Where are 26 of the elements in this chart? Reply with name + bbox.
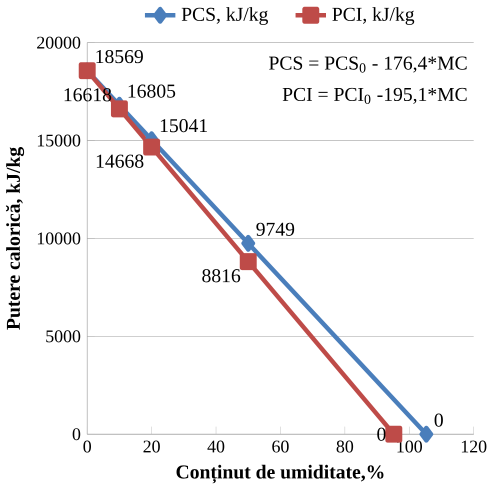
data-label: 0 bbox=[434, 413, 443, 427]
x-tick-label: 60 bbox=[272, 440, 289, 452]
data-label: 18569 bbox=[96, 50, 143, 64]
x-tick-label: 80 bbox=[336, 440, 354, 452]
y-tick-label: 10000 bbox=[38, 232, 80, 244]
x-tick-label: 20 bbox=[143, 440, 160, 452]
x-tick-label: 120 bbox=[462, 440, 486, 452]
y-tick-label: 20000 bbox=[37, 36, 80, 48]
y-axis-title: Putere calorică, kJ/kg bbox=[6, 146, 24, 330]
x-tick-label: 100 bbox=[397, 440, 422, 452]
legend-label: PCI, kJ/kg bbox=[332, 6, 414, 25]
legend-label: PCS, kJ/kg bbox=[182, 6, 268, 25]
x-tick-label: 0 bbox=[83, 440, 91, 452]
x-axis-title: Conținut de umiditate,% bbox=[176, 464, 384, 484]
annotation: PCS = PCS$_{0}$ - 176,4*MC bbox=[269, 56, 467, 72]
data-label: 9749 bbox=[256, 222, 294, 236]
x-tick-label: 40 bbox=[207, 440, 224, 452]
y-tick-label: 0 bbox=[72, 428, 80, 440]
data-label: 0 bbox=[377, 427, 386, 441]
data-label: 14668 bbox=[96, 154, 144, 168]
y-tick-label: 15000 bbox=[38, 134, 80, 146]
data-label: 8816 bbox=[202, 268, 240, 282]
y-tick-label: 5000 bbox=[46, 330, 80, 342]
annotation: PCI = PCI$_{0}$ -195,1*MC bbox=[282, 88, 467, 104]
data-label: 16805 bbox=[128, 84, 176, 98]
data-label: 15041 bbox=[160, 118, 207, 132]
